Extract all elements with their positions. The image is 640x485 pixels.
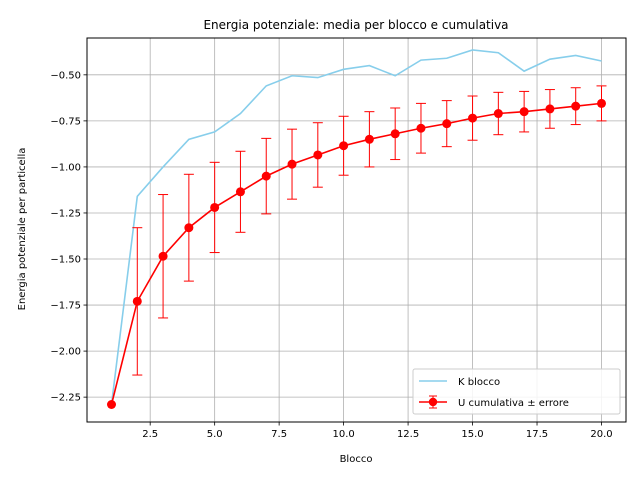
y-tick-label: −1.00 <box>50 162 81 173</box>
data-point-u-cumulativa <box>545 104 555 114</box>
x-tick-label: 15.0 <box>461 429 483 440</box>
y-tick-label: −1.75 <box>50 301 81 312</box>
y-tick-label: −2.25 <box>50 393 81 404</box>
legend: K blocco U cumulativa ± errore <box>412 368 621 415</box>
data-point-u-cumulativa <box>184 223 194 233</box>
data-point-u-cumulativa <box>493 109 503 119</box>
legend-label-k-blocco: K blocco <box>458 377 500 388</box>
y-tick-label: −1.50 <box>50 255 81 266</box>
y-tick-label: −2.00 <box>50 347 81 358</box>
data-point-u-cumulativa <box>519 107 529 117</box>
series-line-k-blocco <box>110 49 602 405</box>
series-layer <box>107 49 607 410</box>
data-point-u-cumulativa <box>107 400 116 410</box>
data-point-u-cumulativa <box>132 296 142 306</box>
data-point-u-cumulativa <box>416 123 426 133</box>
data-point-u-cumulativa <box>235 187 245 197</box>
y-tick-label: −0.75 <box>50 116 81 127</box>
data-point-u-cumulativa <box>261 171 271 181</box>
x-axis-title: Blocco <box>340 454 373 465</box>
data-point-u-cumulativa <box>313 150 323 160</box>
legend-label-u-cumulativa: U cumulativa ± errore <box>458 398 569 409</box>
x-tick-label: 10.0 <box>332 429 354 440</box>
y-tick-label: −0.50 <box>50 70 81 81</box>
chart-title: Energia potenziale: media per blocco e c… <box>203 18 508 32</box>
data-point-u-cumulativa <box>339 141 349 151</box>
y-axis-title: Energia potenziale per particella <box>17 148 28 311</box>
x-tick-label: 20.0 <box>590 429 612 440</box>
data-point-u-cumulativa <box>597 98 606 108</box>
x-tick-label: 5.0 <box>207 429 223 440</box>
data-point-u-cumulativa <box>390 129 400 139</box>
y-tick-label: −1.25 <box>50 208 81 219</box>
data-point-u-cumulativa <box>210 202 220 212</box>
data-point-u-cumulativa <box>364 134 374 144</box>
data-point-u-cumulativa <box>571 101 581 111</box>
tick-layer: 2.5 5.0 7.5 10.0 12.5 15.0 17.5 20.0 −2.25 −2.00 −… <box>50 70 612 440</box>
legend-box <box>412 368 621 415</box>
x-tick-label: 17.5 <box>526 429 548 440</box>
x-tick-label: 12.5 <box>397 429 419 440</box>
x-tick-label: 2.5 <box>142 429 158 440</box>
data-point-u-cumulativa <box>468 113 478 123</box>
plot-frame <box>86 37 627 423</box>
x-tick-label: 7.5 <box>271 429 287 440</box>
data-point-u-cumulativa <box>287 159 297 169</box>
data-point-u-cumulativa <box>442 119 452 129</box>
legend-symbol-u-cumulativa <box>419 395 447 409</box>
data-point-u-cumulativa <box>158 251 168 261</box>
